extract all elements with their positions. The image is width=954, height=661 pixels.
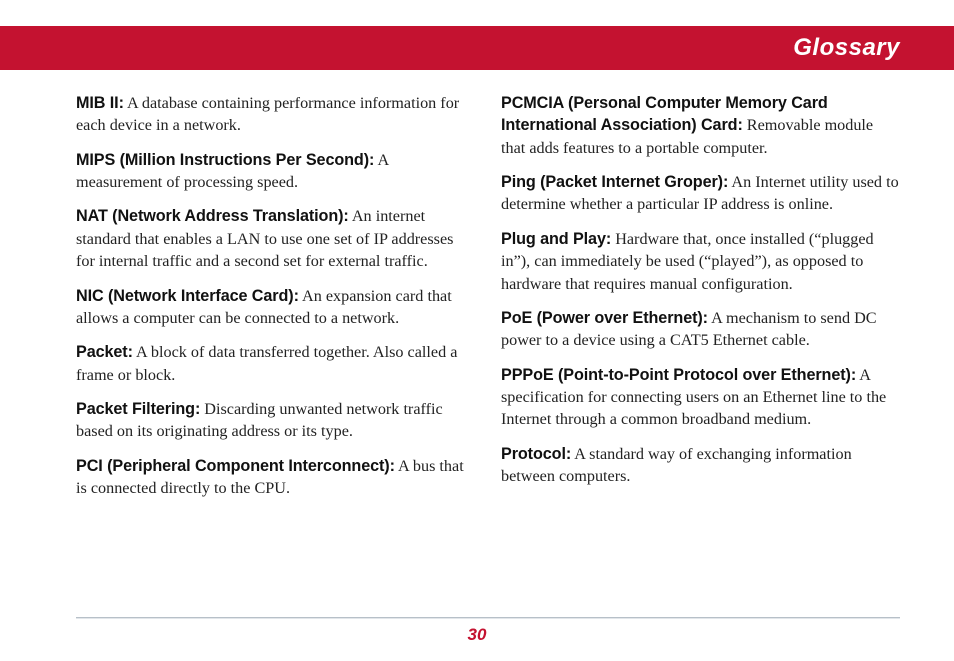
glossary-term: PoE (Power over Ethernet): [501, 309, 708, 327]
header-band: Glossary [0, 26, 954, 70]
glossary-term: PPPoE (Point-to-Point Protocol over Ethe… [501, 366, 856, 384]
glossary-entry: Ping (Packet Internet Groper): An Intern… [501, 171, 900, 216]
glossary-entry: PCMCIA (Personal Computer Memory Card In… [501, 92, 900, 159]
glossary-entry: PCI (Peripheral Component Interconnect):… [76, 455, 475, 500]
glossary-term: MIB II: [76, 94, 124, 112]
content-area: MIB II: A database containing performanc… [76, 92, 900, 603]
glossary-entry: PoE (Power over Ethernet): A mechanism t… [501, 307, 900, 352]
glossary-term: MIPS (Million Instructions Per Second): [76, 151, 374, 169]
glossary-term: Packet Filtering: [76, 400, 200, 418]
glossary-entry: NAT (Network Address Translation): An in… [76, 205, 475, 272]
page-number: 30 [0, 625, 954, 645]
glossary-entry: Packet: A block of data transferred toge… [76, 341, 475, 386]
column-right: PCMCIA (Personal Computer Memory Card In… [501, 92, 900, 603]
glossary-def: A block of data transferred together. Al… [76, 343, 457, 383]
glossary-def: A database containing performance inform… [76, 94, 459, 134]
glossary-entry: Plug and Play: Hardware that, once insta… [501, 228, 900, 295]
page: Glossary MIB II: A database containing p… [0, 0, 954, 661]
glossary-term: NAT (Network Address Translation): [76, 207, 349, 225]
header-title: Glossary [793, 34, 900, 62]
glossary-term: NIC (Network Interface Card): [76, 287, 299, 305]
glossary-entry: MIB II: A database containing performanc… [76, 92, 475, 137]
glossary-term: Ping (Packet Internet Groper): [501, 173, 728, 191]
glossary-entry: MIPS (Million Instructions Per Second): … [76, 149, 475, 194]
glossary-entry: Packet Filtering: Discarding unwanted ne… [76, 398, 475, 443]
glossary-entry: Protocol: A standard way of exchanging i… [501, 443, 900, 488]
footer-rule [76, 617, 900, 619]
glossary-term: Protocol: [501, 445, 571, 463]
glossary-entry: PPPoE (Point-to-Point Protocol over Ethe… [501, 364, 900, 431]
glossary-term: Packet: [76, 343, 133, 361]
glossary-entry: NIC (Network Interface Card): An expansi… [76, 285, 475, 330]
column-left: MIB II: A database containing performanc… [76, 92, 475, 603]
glossary-term: Plug and Play: [501, 230, 611, 248]
glossary-term: PCI (Peripheral Component Interconnect): [76, 457, 395, 475]
